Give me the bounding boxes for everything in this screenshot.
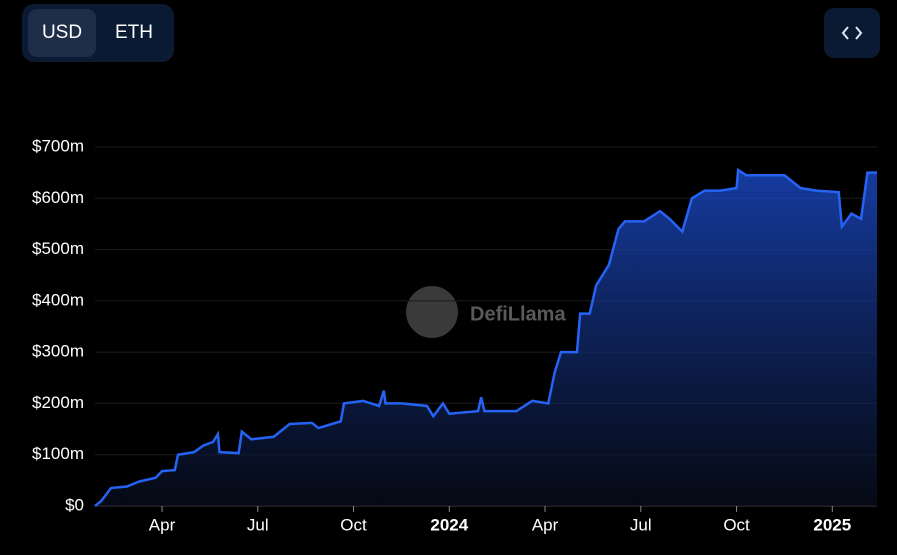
currency-option[interactable]: ETH <box>115 22 153 43</box>
y-tick-label: $100m <box>32 444 84 463</box>
y-tick-label: $0 <box>65 495 84 514</box>
x-tick-label: Oct <box>340 515 367 534</box>
line <box>94 167 877 507</box>
area <box>95 170 877 507</box>
watermark: DefiLlama <box>470 303 566 325</box>
currency-toggle: USD ETH <box>22 4 174 62</box>
x-tick-label: Apr <box>149 515 176 534</box>
embed-button[interactable] <box>824 8 880 58</box>
y-tick-label: $200m <box>32 393 84 412</box>
x-tick-label: Jul <box>630 515 652 534</box>
y-tick-label: $600m <box>32 188 84 207</box>
watermark-logo <box>406 286 458 338</box>
currency-option[interactable]: USD <box>28 9 96 57</box>
y-tick-label: $700m <box>32 136 84 155</box>
x-tick-label: Oct <box>723 515 750 534</box>
y-tick-label: $500m <box>32 239 84 258</box>
y-tick-label: $400m <box>32 290 84 309</box>
x-tick-label: Jul <box>247 515 269 534</box>
x-tick-label: 2024 <box>430 515 468 534</box>
y-tick-label: $300m <box>32 342 84 361</box>
embed-icon <box>841 26 863 40</box>
x-tick-label: 2025 <box>813 515 851 534</box>
x-tick-label: Apr <box>532 515 559 534</box>
